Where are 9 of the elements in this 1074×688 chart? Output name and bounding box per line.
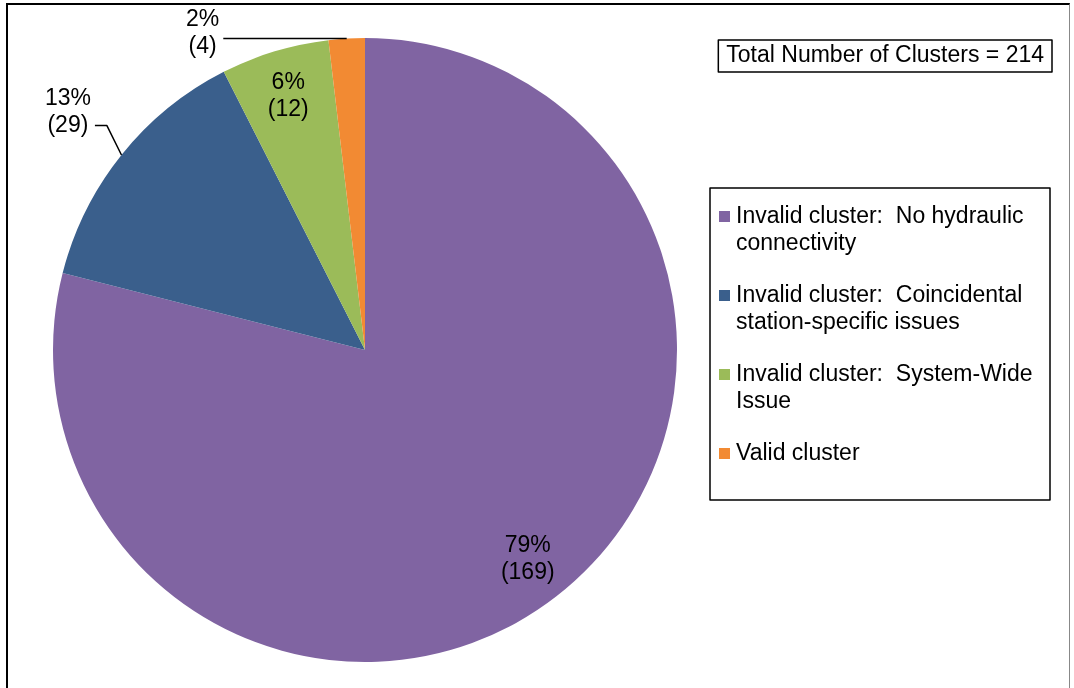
data-label: 13% (29) xyxy=(44,83,91,137)
legend-label: Invalid cluster: System-Wide Issue xyxy=(736,359,1033,413)
text: Total Number of Clusters = 214 xyxy=(726,41,1045,68)
data-label: 6% (12) xyxy=(267,67,309,121)
data-label: 79% (169) xyxy=(500,531,555,585)
legend-label: Invalid cluster: No hydraulic connectivity xyxy=(736,201,1024,255)
legend-label: Invalid cluster: Coincidental station-specific issues xyxy=(736,280,1023,334)
data-label: 2% (4) xyxy=(186,4,220,58)
legend-label: Valid cluster xyxy=(736,438,860,465)
